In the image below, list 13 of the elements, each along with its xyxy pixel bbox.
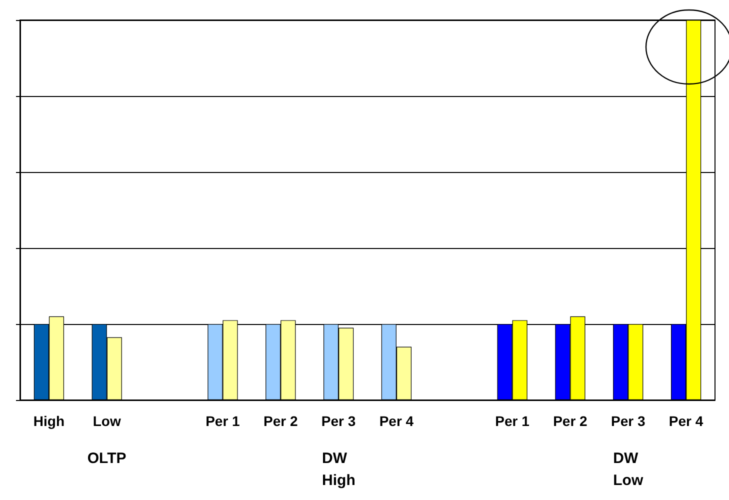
x-tick-label: Per 4 — [379, 413, 414, 429]
x-tick-label: High — [33, 413, 65, 429]
text: DW High — [322, 449, 356, 491]
x-tick-label: Low — [92, 413, 121, 429]
x-tick-label: Per 3 — [611, 413, 646, 429]
x-tick-label: Per 2 — [264, 413, 298, 429]
x-tick-label: Per 4 — [668, 413, 704, 429]
x-tick-label: Per 1 — [206, 413, 240, 429]
text: DW Low — [613, 449, 644, 491]
x-tick-label: Per 1 — [495, 413, 530, 429]
x-tick-label: Per 3 — [321, 413, 356, 429]
text: OLTP — [87, 449, 126, 469]
x-tick-label: Per 2 — [553, 413, 588, 429]
